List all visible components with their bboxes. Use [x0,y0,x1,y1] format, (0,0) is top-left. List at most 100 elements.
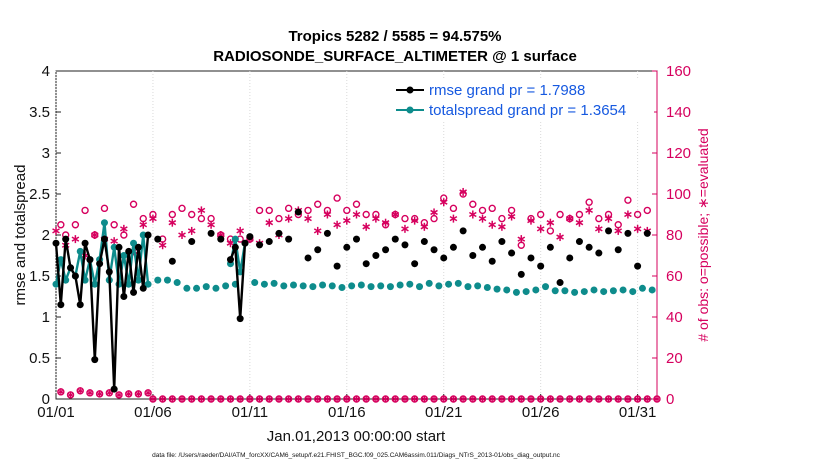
obs-counts-layer [52,187,661,403]
obs-evaluated-marker [565,214,574,223]
obs-evaluated-stroke [168,220,177,226]
rmse-point [430,246,438,254]
obs-evaluated-marker [207,220,215,229]
rmse-point [382,246,390,254]
totalspread-point [299,282,307,290]
obs-zero-evaluated-stroke [595,396,603,402]
obs-zero-evaluated-marker [246,395,254,403]
obs-evaluated-stroke [226,240,235,246]
obs-evaluated-stroke [333,222,341,228]
obs-early-evaluated-marker [67,391,74,399]
obs-zero-evaluated-marker [324,395,331,403]
y2-tick-label: 60 [666,268,683,285]
rmse-point [614,246,622,254]
rmse-point [469,252,477,259]
rmse-point [353,235,360,243]
obs-possible-marker [129,200,138,208]
obs-evaluated-stroke [488,222,497,228]
obs-possible-marker [624,196,632,204]
obs-zero-evaluated-marker [653,395,661,403]
obs-zero-evaluated-marker [178,395,186,403]
totalspread-point [120,252,128,259]
obs-possible-marker [314,200,322,208]
obs-zero-evaluated-marker [304,395,312,403]
rmse-point [154,235,162,243]
obs-evaluated-marker [226,239,235,248]
obs-zero-evaluated-marker [198,395,205,403]
obs-possible-marker [178,204,186,213]
totalspread-point [396,281,404,289]
obs-possible-marker [595,214,603,223]
totalspread-point [377,282,385,290]
obs-evaluated-stroke [459,189,467,195]
obs-evaluated-stroke [527,218,535,224]
obs-evaluated-marker [575,218,584,227]
totalspread-point [110,243,118,251]
rmse-point [86,256,94,264]
obs-zero-evaluated-marker [595,395,603,403]
obs-zero-evaluated-marker [498,395,506,403]
obs-evaluated-stroke [507,213,516,220]
obs-zero-evaluated-marker [450,395,457,403]
obs-evaluated-stroke [517,236,526,242]
totalspread-point [309,283,317,291]
legend-spread-marker [406,106,414,114]
legend-rmse-label: rmse grand pr = 1.7988 [429,82,585,99]
totalspread-point [367,283,375,291]
obs-zero-evaluated-marker [624,395,632,403]
obs-zero-evaluated-marker [547,395,554,403]
totalspread-point [183,284,191,292]
obs-evaluated-marker [149,214,157,223]
obs-evaluated-stroke [236,228,245,234]
obs-evaluated-marker [333,220,341,229]
totalspread-point [638,284,646,292]
obs-evaluated-marker [304,214,312,223]
totalspread-point [328,282,336,290]
obs-zero-evaluated-stroke [304,396,312,402]
obs-evaluated-stroke [110,238,119,244]
obs-evaluated-marker [90,231,99,239]
totalspread-point [551,287,559,295]
obs-zero-evaluated-stroke [488,396,496,402]
obs-zero-evaluated-marker [459,395,467,403]
obs-zero-evaluated-stroke [430,396,438,402]
y2-tick-label: 160 [666,63,691,80]
rmse-point [120,293,128,300]
obs-early-evaluated-stroke [67,392,74,398]
obs-zero-evaluated-stroke [285,396,293,402]
obs-evaluated-stroke [313,228,322,234]
totalspread-point [386,283,394,291]
y2-tick-label: 20 [666,350,683,367]
obs-evaluated-marker [178,231,186,239]
obs-evaluated-marker [187,226,196,235]
obs-zero-evaluated-stroke [198,396,205,402]
totalspread-point [542,283,550,291]
obs-early-evaluated-marker [76,387,84,395]
rmse-point [275,229,283,237]
y-tick-label: 3 [42,145,50,162]
totalspread-point [600,288,608,296]
obs-possible-marker [197,214,206,223]
obs-evaluated-stroke [187,228,196,234]
obs-zero-evaluated-stroke [643,396,651,402]
obs-evaluated-marker [478,214,487,223]
totalspread-point [483,283,491,291]
x-axis-ticks: 01/01 01/06 01/11 01/16 01/21 01/26 01/31 [37,394,656,421]
obs-early-evaluated-stroke [76,388,84,394]
gridlines [55,71,639,399]
obs-evaluated-marker [459,187,467,196]
rmse-point [96,260,104,268]
legend-box [392,80,654,120]
rmse-point [488,257,496,265]
obs-zero-evaluated-stroke [217,396,225,402]
y-tick-label: 2.5 [29,186,50,203]
rmse-line [229,243,247,319]
obs-zero-evaluated-marker [634,395,641,403]
obs-evaluated-marker [158,241,167,250]
obs-zero-evaluated-stroke [382,396,389,402]
obs-early-evaluated-marker [115,391,123,399]
obs-zero-evaluated-marker [537,395,545,403]
obs-zero-evaluated-stroke [207,396,215,402]
obs-zero-evaluated-stroke [333,396,341,402]
obs-evaluated-marker [517,235,526,244]
